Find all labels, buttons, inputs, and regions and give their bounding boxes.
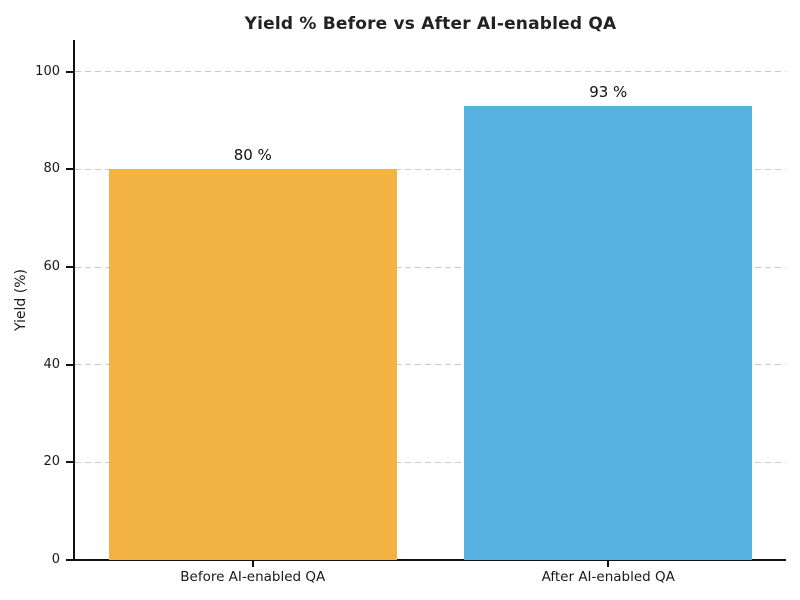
y-tick-label: 60 [43, 259, 60, 275]
y-tick-label: 80 [43, 161, 60, 177]
y-tick-mark [66, 70, 74, 73]
x-tick-label-before-ai-enabled-qa: Before AI-enabled QA [180, 569, 326, 585]
gridline-40 [75, 364, 786, 366]
y-axis-label: Yield (%) [13, 268, 29, 332]
y-tick-label: 40 [43, 356, 60, 372]
y-tick-mark [66, 168, 74, 171]
y-tick-mark [66, 559, 74, 561]
x-tick-mark [251, 560, 254, 567]
gridline-100 [75, 71, 786, 73]
bar-after-ai-enabled-qa [464, 105, 753, 560]
x-tick-mark [607, 560, 610, 567]
y-tick-mark [66, 363, 74, 366]
bar-value-label-after-ai-enabled-qa: 93 % [589, 82, 628, 101]
bar-value-label-before-ai-enabled-qa: 80 % [233, 146, 272, 165]
bar-before-ai-enabled-qa [108, 169, 397, 560]
y-tick-label: 100 [35, 63, 60, 79]
gridline-60 [75, 266, 786, 268]
y-tick-label: 0 [51, 552, 60, 567]
y-tick-label: 20 [43, 454, 60, 470]
gridline-20 [75, 461, 786, 463]
chart-title: Yield % Before vs After AI-enabled QA [244, 14, 617, 34]
gridline-80 [75, 168, 786, 170]
y-tick-mark [66, 461, 74, 464]
x-axis-spine [73, 559, 786, 561]
y-axis-spine [73, 40, 75, 561]
y-tick-mark [66, 266, 74, 269]
x-tick-label-after-ai-enabled-qa: After AI-enabled QA [541, 569, 675, 585]
